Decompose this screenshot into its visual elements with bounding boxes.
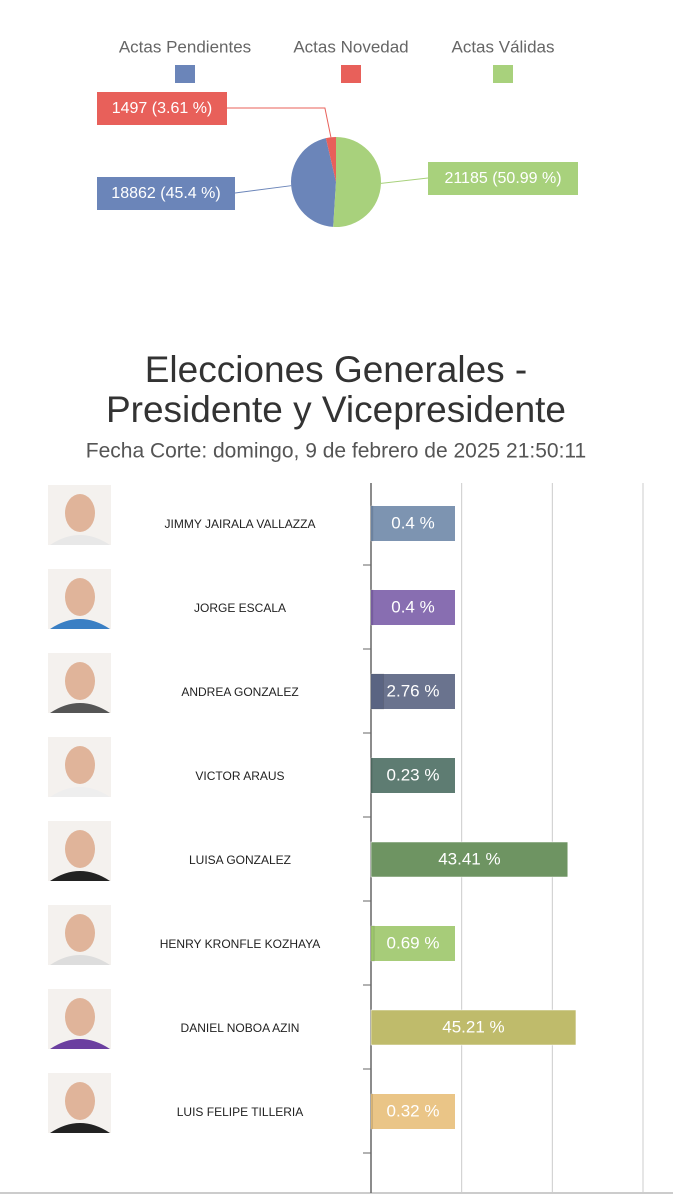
data-label-box <box>371 1094 455 1129</box>
chart-title: Elecciones Generales - <box>145 349 528 390</box>
avatar-body <box>50 1123 110 1133</box>
legend-swatch <box>493 65 513 83</box>
avatar-head <box>65 662 95 700</box>
leader-line <box>380 177 429 184</box>
legend-label: Actas Válidas <box>452 37 555 56</box>
legend-swatch <box>341 65 361 83</box>
avatar-head <box>65 1082 95 1120</box>
bar <box>370 841 569 878</box>
pie-slice <box>333 137 382 228</box>
category-label: LUISA GONZALEZ <box>189 853 291 867</box>
data-label-box <box>371 590 455 625</box>
category-label: HENRY KRONFLE KOZHAYA <box>160 937 320 951</box>
avatar-body <box>50 619 110 629</box>
avatar-head <box>65 914 95 952</box>
avatar-body <box>50 955 110 965</box>
avatar-head <box>65 494 95 532</box>
avatar-head <box>65 830 95 868</box>
data-label: 43.41 % <box>438 849 500 868</box>
bar-overlay <box>370 589 374 626</box>
category-label: VICTOR ARAUS <box>195 769 284 783</box>
leader-line <box>227 107 332 138</box>
data-label: 0.4 % <box>391 513 434 532</box>
data-label: 0.69 % <box>387 933 440 952</box>
bar-overlay <box>370 1093 373 1130</box>
data-label: 1497 (3.61 %) <box>112 100 213 117</box>
avatar-body <box>50 1039 110 1049</box>
bar-overlay <box>370 505 374 542</box>
data-label-box <box>97 92 227 125</box>
avatar-body <box>50 535 110 545</box>
data-label-box <box>371 506 455 541</box>
chart-subtitle: Fecha Corte: domingo, 9 de febrero de 20… <box>86 440 586 463</box>
category-label: LUIS FELIPE TILLERIA <box>177 1105 304 1119</box>
pie-slice <box>325 137 336 182</box>
category-label: DANIEL NOBOA AZIN <box>181 1021 300 1035</box>
data-label-box <box>371 674 455 709</box>
bar-overlay <box>370 757 373 794</box>
bar-overlay <box>370 925 375 962</box>
avatar-head <box>65 578 95 616</box>
pie-slice <box>291 138 336 227</box>
avatar-body <box>50 703 110 713</box>
legend-swatch <box>175 65 195 83</box>
avatar-head <box>65 746 95 784</box>
bar-overlay <box>370 673 385 710</box>
avatar-body <box>50 787 110 797</box>
category-label: ANDREA GONZALEZ <box>181 685 298 699</box>
legend-label: Actas Pendientes <box>119 37 251 56</box>
data-label: 0.32 % <box>387 1101 440 1120</box>
chart-title: Presidente y Vicepresidente <box>106 389 566 430</box>
data-label: 21185 (50.99 %) <box>444 170 561 187</box>
avatar-body <box>50 871 110 881</box>
leader-line <box>234 185 292 194</box>
data-label-box <box>97 177 235 210</box>
data-label-box <box>371 926 455 961</box>
bar <box>370 1009 577 1046</box>
data-label: 0.4 % <box>391 597 434 616</box>
data-label-box <box>428 162 578 195</box>
data-label: 45.21 % <box>442 1017 504 1036</box>
data-label: 2.76 % <box>387 681 440 700</box>
category-label: JORGE ESCALA <box>194 601 286 615</box>
data-label-box <box>371 758 455 793</box>
legend-label: Actas Novedad <box>293 37 408 56</box>
avatar-head <box>65 998 95 1036</box>
data-label: 0.23 % <box>387 765 440 784</box>
category-label: JIMMY JAIRALA VALLAZZA <box>165 517 316 531</box>
data-label: 18862 (45.4 %) <box>111 185 220 202</box>
